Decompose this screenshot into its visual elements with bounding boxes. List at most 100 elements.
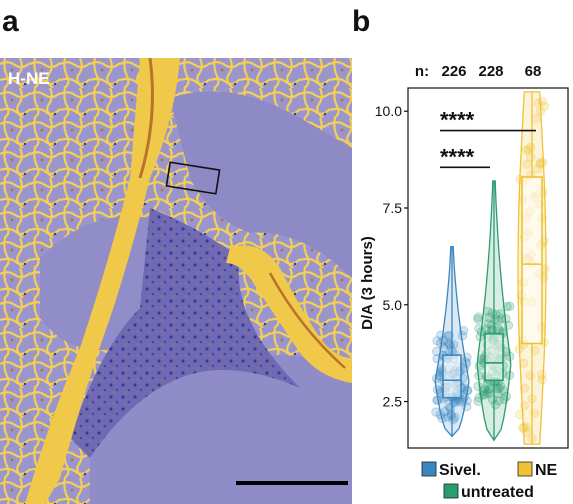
data-point [459,325,469,336]
data-point [539,101,549,111]
data-point [474,393,484,403]
data-point [437,413,447,423]
y-tick-label: 5.0 [383,297,403,313]
data-point [482,306,492,316]
data-point [519,358,529,368]
legend-label: NE [535,462,558,479]
legend-label: Sivel. [439,462,481,479]
data-point [530,345,540,356]
data-point [432,385,443,395]
panel-b-letter: b [352,5,371,38]
data-point [444,338,454,348]
data-point [431,373,442,384]
data-point [448,414,458,425]
data-point [501,391,512,401]
data-point [463,385,473,395]
data-point [519,401,529,411]
data-point [536,158,546,168]
data-point [526,152,536,162]
data-point [505,351,515,362]
data-point [526,142,536,153]
data-point [494,383,504,393]
data-point [537,96,547,107]
data-point [538,157,548,168]
data-point [514,344,524,354]
data-point [433,395,443,405]
data-point [446,409,456,419]
data-point [474,361,484,371]
data-point [435,410,445,420]
data-point [535,106,546,116]
data-point [462,386,472,396]
data-point [495,381,506,391]
data-point [438,342,449,353]
inset-box [165,161,221,195]
n-count-label: 228 [478,63,503,80]
y-tick-label: 10.0 [375,103,402,119]
y-tick-label: 2.5 [383,394,403,410]
data-point [493,389,503,399]
data-point [496,309,506,319]
data-point [492,384,502,394]
data-point [488,395,498,405]
data-point [533,164,543,174]
data-point [432,395,442,405]
legend-label: untreated [461,484,534,501]
data-point [499,394,509,404]
data-point [490,314,500,325]
data-point [476,327,486,337]
data-point [531,114,541,124]
data-point [498,386,508,396]
data-point [474,371,484,381]
data-point [502,302,512,312]
y-tick-label: 7.5 [383,200,403,216]
data-point [482,388,492,398]
data-point [535,159,545,169]
data-point [518,423,528,433]
box-sivel [442,354,462,399]
data-point [521,422,532,432]
data-point [537,374,547,385]
data-point [462,402,472,412]
chart-axes: 2.5 5.0 7.5 10.0 n: 226 228 68 [375,63,569,449]
data-point [431,407,441,417]
plot-area: **** **** [431,91,550,445]
legend-swatch [517,461,533,477]
microscopy-image: H-NE [0,58,352,504]
data-point [501,314,511,324]
image-label: H-NE [8,69,50,88]
plot-frame [407,87,569,449]
significance-stars: **** [440,144,475,169]
legend-swatch [421,461,437,477]
box-untreated [484,333,504,382]
data-point [432,336,442,346]
data-point [444,402,454,412]
box-ne [521,176,543,345]
data-point [497,314,507,324]
n-count-label: 68 [525,63,542,80]
data-point [458,331,468,341]
data-point [450,412,460,422]
data-point [483,319,493,329]
data-point [432,354,442,364]
data-point [473,312,483,322]
data-point [473,314,483,324]
data-point [444,330,454,340]
data-point [478,386,488,397]
data-point [473,396,483,406]
legend-swatch [443,483,459,499]
data-point [474,323,484,334]
data-point [483,385,494,395]
data-point [487,325,497,335]
data-point [480,384,490,394]
significance-stars: **** [440,108,475,133]
data-point [523,144,534,154]
panel-a-letter: a [2,5,19,38]
data-point [432,346,442,357]
data-point [533,98,543,108]
data-point [473,381,483,391]
data-point [436,338,446,348]
data-point [438,335,449,345]
y-axis-label: D/A (3 hours) [359,236,376,330]
